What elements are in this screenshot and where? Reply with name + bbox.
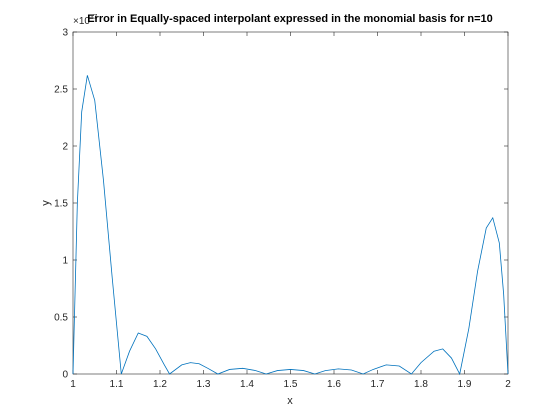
axes-box (72, 31, 509, 375)
x-tick-label: 1.2 (153, 379, 167, 390)
y-tick-label: 2.5 (54, 85, 68, 96)
x-tick-label: 1 (70, 379, 76, 390)
y-tick-label: 2 (62, 142, 68, 153)
y-tick-label: 3 (62, 28, 68, 39)
y-tick-label: 0.5 (54, 313, 68, 324)
y-axis-label: y (40, 200, 52, 206)
x-tick-label: 2 (505, 379, 511, 390)
y-exponent-base: ×10 (73, 16, 90, 27)
x-tick-label: 1.6 (327, 379, 341, 390)
x-tick-label: 1.1 (110, 379, 124, 390)
x-tick-label: 1.4 (240, 379, 254, 390)
y-tick-label: 1 (62, 256, 68, 267)
y-exponent: -7 (91, 14, 97, 21)
x-tick-label: 1.9 (458, 379, 472, 390)
data-line (72, 75, 509, 376)
x-tick-label: 1.3 (197, 379, 211, 390)
y-tick-label: 1.5 (54, 199, 68, 210)
x-tick-label: 1.7 (371, 379, 385, 390)
x-tick-label: 1.5 (284, 379, 298, 390)
x-axis-label: x (287, 395, 293, 407)
y-tick-label: 0 (62, 370, 68, 381)
chart-title: Error in Equally-spaced interpolant expr… (87, 13, 493, 25)
x-tick-label: 1.8 (414, 379, 428, 390)
